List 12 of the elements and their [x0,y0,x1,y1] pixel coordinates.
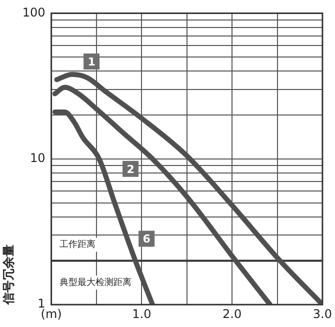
annotation: 典型最大检测距离 [59,277,132,288]
x-tick-label: (m) [40,306,62,321]
ref-line-label: 工作距离 [59,239,96,250]
series-label: 1 [88,55,96,68]
y-axis-title: 信号冗余量 [1,244,16,306]
x-tick-label: 2.0 [222,306,242,321]
x-tick-label: 1.0 [132,306,152,321]
x-tick-label: 3.0 [312,306,332,321]
y-tick-label: 100 [22,5,46,20]
series-label: 2 [126,162,134,176]
series-label: 6 [142,232,151,246]
y-tick-label: 10 [30,151,46,166]
